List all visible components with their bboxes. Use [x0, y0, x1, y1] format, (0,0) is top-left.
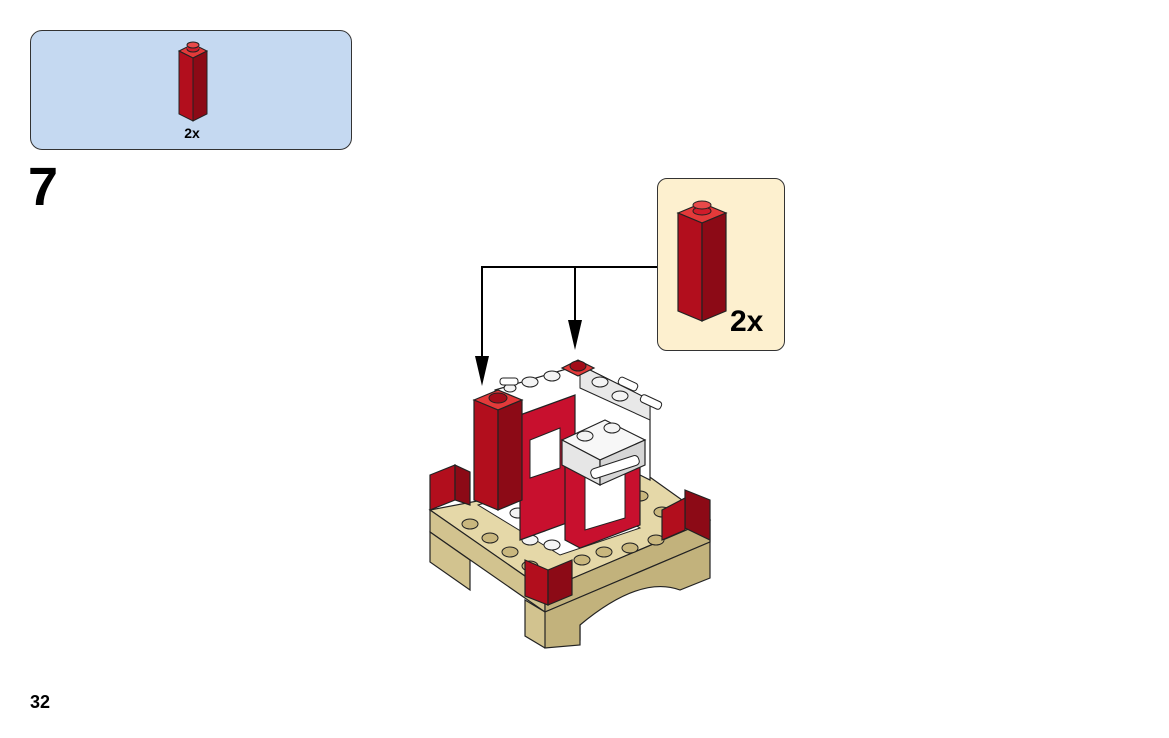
callout-quantity-label: 2x — [730, 305, 764, 338]
step-number: 7 — [28, 157, 59, 217]
page-number: 32 — [30, 692, 51, 712]
parts-list-box: 2x — [30, 30, 352, 150]
parts-quantity-label: 2x — [184, 125, 200, 141]
red-corner-pieces — [429, 464, 711, 606]
red-brick-1x1x3-icon — [676, 200, 728, 322]
red-brick-1x1x3-icon — [177, 41, 209, 122]
placed-red-brick-back — [560, 359, 596, 377]
placement-arrows — [475, 266, 657, 386]
placed-red-brick-left — [472, 389, 524, 511]
callout-box: 2x — [657, 178, 785, 351]
